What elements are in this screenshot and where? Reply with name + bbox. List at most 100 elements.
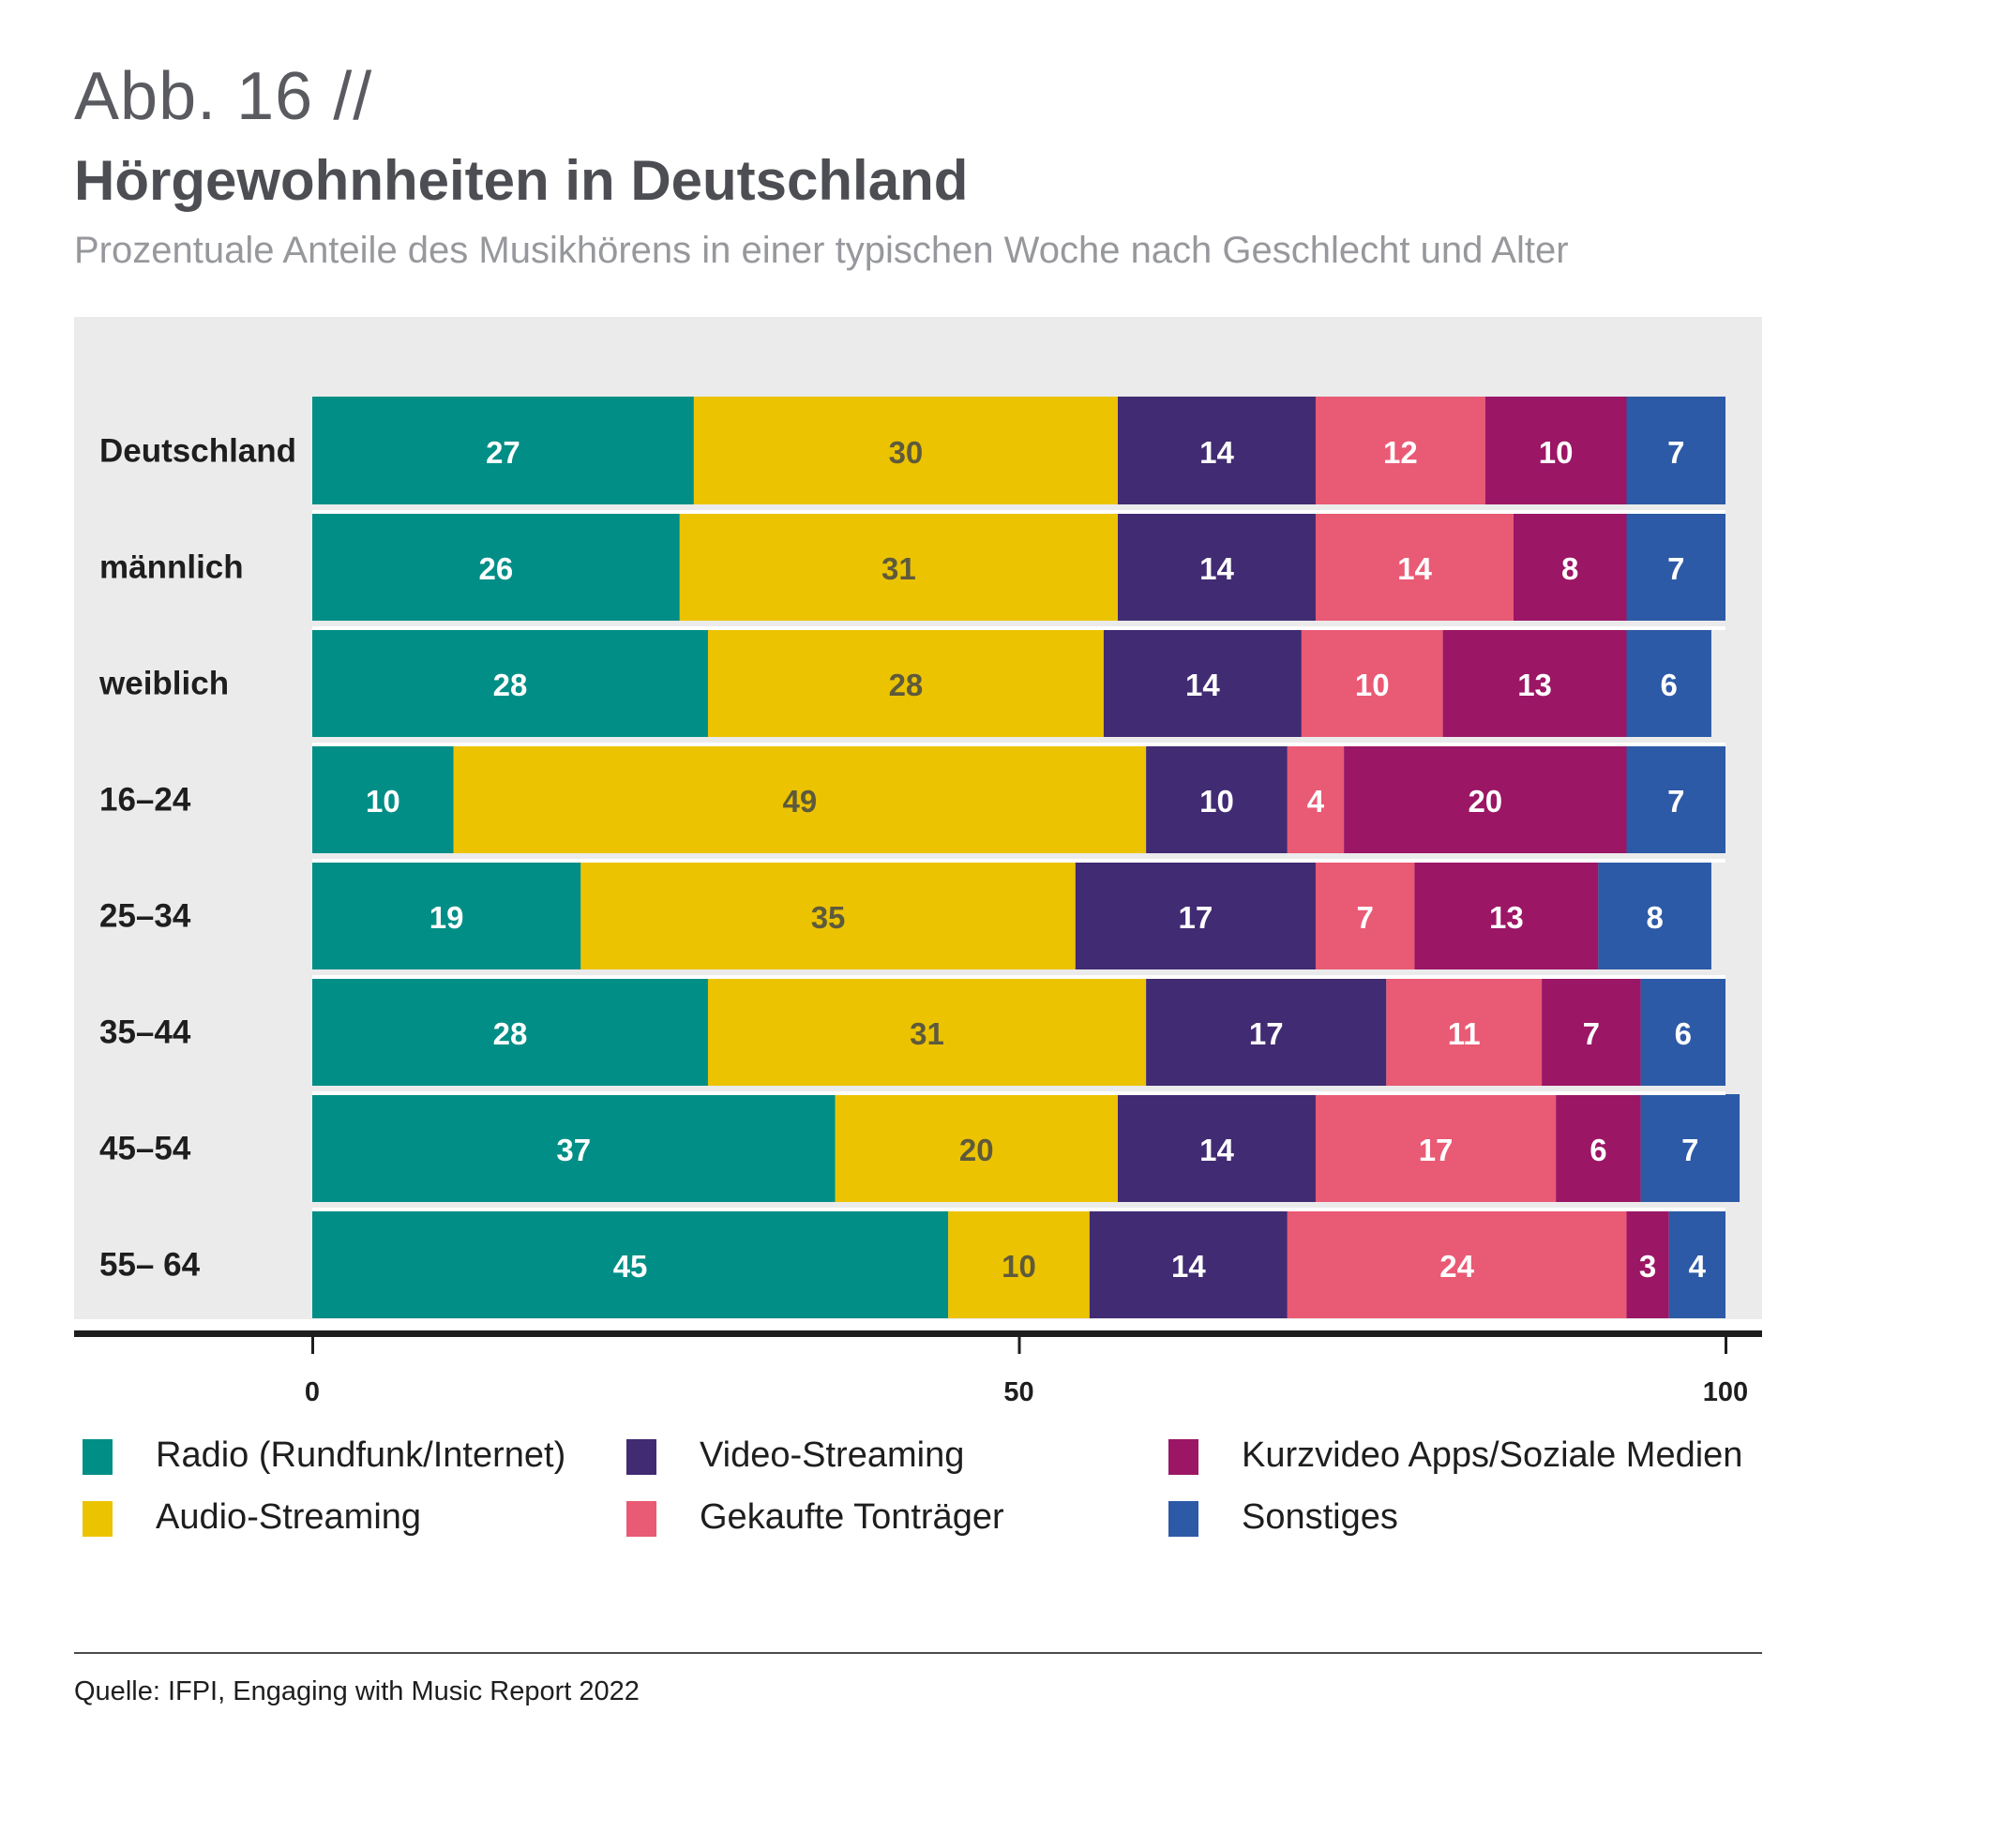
bar-segment [312, 513, 680, 621]
row-separator [312, 743, 1725, 746]
legend-item: Video-Streaming [626, 1435, 964, 1475]
data-label: 28 [493, 668, 528, 702]
data-label: 26 [479, 551, 514, 586]
bar-segment [835, 1094, 1118, 1202]
bar-segment [1315, 862, 1415, 969]
row-separator [312, 510, 1725, 514]
bar-segment [1089, 1210, 1288, 1318]
bar-segment [1117, 513, 1316, 621]
data-label: 14 [1185, 668, 1220, 702]
data-label: 11 [1448, 1016, 1481, 1051]
legend-item: Sonstiges [1168, 1497, 1398, 1537]
data-label: 6 [1590, 1133, 1606, 1167]
data-label: 4 [1307, 784, 1325, 819]
chart-title: Hörgewohnheiten in Deutschland [74, 149, 969, 212]
row-separator [312, 975, 1725, 979]
data-label: 10 [1002, 1249, 1036, 1284]
bar-segment [1075, 862, 1316, 969]
data-label: 4 [1689, 1249, 1707, 1284]
bar-segment [312, 1094, 836, 1202]
bar-segment [1315, 1094, 1557, 1202]
x-tick-mark [1725, 1337, 1727, 1354]
x-tick-mark [311, 1337, 314, 1354]
row-separator [312, 1091, 1725, 1095]
legend-item: Gekaufte Tonträger [626, 1497, 1004, 1537]
bar-segment [1287, 745, 1345, 853]
data-label: 31 [910, 1016, 944, 1051]
legend-swatch [1168, 1501, 1198, 1537]
chart-subtitle: Prozentuale Anteile des Musikhörens in e… [74, 230, 1569, 271]
data-label: 12 [1383, 435, 1418, 470]
bar-segment [312, 862, 581, 969]
category-label: 35–44 [99, 1014, 191, 1051]
category-label: 16–24 [99, 782, 191, 819]
data-label: 7 [1667, 551, 1684, 586]
legend-label: Video-Streaming [700, 1435, 965, 1475]
bar-segment [707, 978, 1147, 1086]
data-label: 14 [1397, 551, 1432, 586]
data-label: 28 [889, 668, 924, 702]
bar-segment [948, 1210, 1090, 1318]
bar-segment [679, 513, 1118, 621]
legend-label: Sonstiges [1242, 1497, 1398, 1537]
bar-segment [1484, 397, 1627, 504]
bar-segment [1386, 978, 1543, 1086]
bar-segment [1626, 629, 1711, 737]
bar-segment [312, 397, 694, 504]
data-label: 10 [366, 784, 400, 819]
x-tick-label: 100 [1703, 1377, 1748, 1407]
bar-segment [1668, 1210, 1725, 1318]
data-label: 30 [889, 435, 924, 470]
bar-segment [1640, 1094, 1740, 1202]
x-tick-label: 50 [1003, 1377, 1033, 1407]
row-separator [312, 859, 1725, 863]
data-label: 10 [1355, 668, 1390, 702]
bar-segment [1626, 513, 1725, 621]
data-label: 13 [1489, 900, 1524, 935]
bar-segment [453, 745, 1147, 853]
data-label: 14 [1199, 435, 1234, 470]
legend-swatch [83, 1439, 113, 1475]
bar-segment [1146, 978, 1387, 1086]
x-axis-line [74, 1330, 1762, 1337]
data-label: 8 [1561, 551, 1578, 586]
source-note: Quelle: IFPI, Engaging with Music Report… [74, 1676, 640, 1706]
bar-segment [1513, 513, 1627, 621]
data-label: 7 [1681, 1133, 1698, 1167]
data-label: 7 [1357, 900, 1374, 935]
x-tick-mark [1017, 1337, 1021, 1354]
category-label: 45–54 [99, 1131, 191, 1167]
data-label: 7 [1583, 1016, 1600, 1051]
bar-segment [1117, 1094, 1316, 1202]
bar-segment [312, 629, 708, 737]
data-label: 20 [1468, 784, 1502, 819]
bars-layer: 27 30 14 12 10 726 31 14 14 8 728 28 14 10 13 610 49 10 4 2… [312, 397, 1740, 1318]
bar-segment [1146, 745, 1288, 853]
legend-label: Gekaufte Tonträger [700, 1497, 1004, 1537]
x-tick-label: 0 [305, 1377, 320, 1407]
bar-segment [312, 1210, 949, 1318]
bar-segment [1315, 397, 1485, 504]
bar-segment [1640, 978, 1725, 1086]
category-label: weiblich [98, 666, 229, 702]
bar-segment [312, 978, 708, 1086]
data-label: 19 [429, 900, 464, 935]
divider-line [74, 1652, 1762, 1654]
legend-label: Radio (Rundfunk/Internet) [156, 1435, 566, 1475]
bar-segment [1414, 862, 1599, 969]
data-label: 31 [881, 551, 916, 586]
legend-swatch [626, 1439, 656, 1475]
bar-segment [1626, 1210, 1669, 1318]
data-label: 6 [1675, 1016, 1692, 1051]
data-label: 49 [783, 784, 818, 819]
data-label: 3 [1639, 1249, 1656, 1284]
x-axis-ticks: 0 50 100 [305, 1337, 1748, 1407]
data-label: 10 [1199, 784, 1234, 819]
bar-segment [1315, 513, 1514, 621]
category-label: 55– 64 [99, 1247, 201, 1284]
data-label: 17 [1179, 900, 1213, 935]
data-label: 17 [1249, 1016, 1284, 1051]
data-label: 10 [1539, 435, 1574, 470]
bar-segment [580, 862, 1076, 969]
data-label: 14 [1171, 1249, 1206, 1284]
